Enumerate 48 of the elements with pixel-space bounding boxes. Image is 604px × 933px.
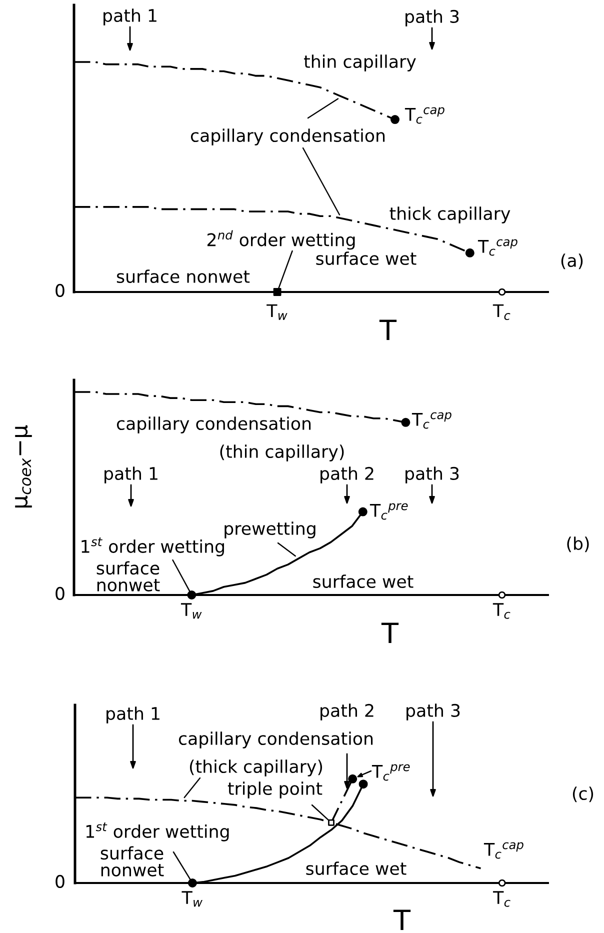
annotation: capillary condensation xyxy=(116,416,311,434)
annotation: 1$^{st}$ order wetting xyxy=(82,538,224,556)
annotation: 2$^{nd}$ order wetting xyxy=(207,230,355,250)
x-tick-label: T$_{c}$ xyxy=(492,603,510,619)
annotation: surface wet xyxy=(316,252,416,266)
annotation: capillary condensation xyxy=(190,128,385,146)
annotation: path 2 xyxy=(320,466,374,484)
annotation: T$_{c}$$^{cap}$ xyxy=(484,842,524,859)
x-axis-title: T xyxy=(381,622,399,643)
text: 0 xyxy=(56,874,64,888)
x-axis-title: T xyxy=(393,910,411,930)
y-axis-title: μ$_{coex}$−μ xyxy=(15,425,32,508)
annotation: surface wet xyxy=(313,574,414,588)
x-tick-label: T$_{w}$ xyxy=(266,304,288,320)
x-tick-label: T$_{c}$ xyxy=(492,304,510,320)
text: (b) xyxy=(567,536,589,552)
annotation: prewetting xyxy=(224,522,316,538)
annotation: T$_{c}$$^{pre}$ xyxy=(372,764,410,781)
annotation: T$_{c}$$^{cap}$ xyxy=(478,239,518,256)
annotation: path 1 xyxy=(104,466,158,484)
x-tick-label: T$_{w}$ xyxy=(182,891,202,907)
annotation: surface wet xyxy=(306,862,406,876)
annotation: thick capillary xyxy=(390,206,510,224)
annotation: surface nonwet xyxy=(100,846,164,876)
text: path 3 xyxy=(406,704,460,720)
x-tick-label: T$_{c}$ xyxy=(493,891,510,907)
text: path 1 xyxy=(104,8,156,26)
text: 0 xyxy=(56,586,64,600)
x-tick-label: T$_{w}$ xyxy=(180,603,202,619)
text: path 1 xyxy=(106,706,160,724)
annotation: T$_{c}$$^{pre}$ xyxy=(370,503,408,520)
annotation: surface nonwet xyxy=(116,270,250,284)
annotation: T$_{c}$$^{cap}$ xyxy=(404,107,444,124)
text: 0 xyxy=(56,284,64,298)
text: (a) xyxy=(561,254,583,270)
annotation: 1$^{st}$ order wetting xyxy=(86,822,229,842)
annotation: thin capillary xyxy=(304,54,416,72)
text: (c) xyxy=(572,786,594,802)
annotation: surface nonwet xyxy=(96,561,160,592)
annotation: path 3 xyxy=(406,466,459,484)
annotation: T$_{c}$$^{cap}$ xyxy=(412,412,452,429)
annotation: triple point xyxy=(228,782,322,798)
text: (thick capillary) xyxy=(190,760,322,776)
text: path 2 xyxy=(320,704,374,720)
text: path 3 xyxy=(406,10,459,26)
text: capillary condensation xyxy=(178,732,373,748)
annotation: (thin capillary) xyxy=(220,444,344,462)
x-axis-title: T xyxy=(379,320,397,340)
